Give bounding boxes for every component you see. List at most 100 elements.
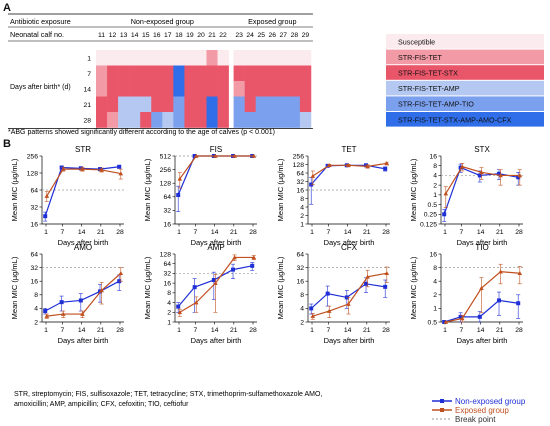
calf-number: 26 bbox=[268, 32, 276, 39]
bottom-legend: Non-exposed group Exposed group Break po… bbox=[432, 397, 526, 424]
data-point bbox=[443, 319, 449, 324]
data-point bbox=[442, 212, 447, 217]
x-tick-label: 14 bbox=[211, 229, 219, 236]
y-tick-label: 16 bbox=[30, 279, 38, 286]
x-tick-label: 1 bbox=[177, 229, 181, 236]
data-point bbox=[251, 255, 257, 260]
heatmap-cell bbox=[184, 50, 196, 66]
data-point bbox=[192, 154, 197, 158]
heatmap-legend-band bbox=[394, 96, 544, 111]
y-tick-label: 512 bbox=[160, 153, 172, 160]
y-tick-label: 16 bbox=[30, 221, 38, 228]
chart-title: AMO bbox=[74, 243, 92, 252]
panel-b-label: B bbox=[3, 138, 11, 150]
y-tick-label: 1 bbox=[300, 221, 304, 228]
y-tick-label: 16 bbox=[163, 280, 171, 287]
calf-number: 29 bbox=[302, 32, 310, 39]
data-point bbox=[118, 270, 124, 276]
heatmap-cell bbox=[151, 112, 163, 128]
y-tick-label: 32 bbox=[163, 271, 171, 278]
data-point bbox=[211, 278, 216, 283]
calf-number: 17 bbox=[164, 32, 172, 39]
heatmap-cell bbox=[266, 81, 279, 97]
series-line bbox=[46, 168, 121, 197]
data-point bbox=[459, 316, 465, 321]
y-tick-label: 128 bbox=[27, 170, 39, 177]
data-point bbox=[213, 153, 218, 158]
y-tick-label: 8 bbox=[300, 292, 304, 299]
heatmap-cell bbox=[277, 81, 290, 97]
data-point bbox=[80, 166, 85, 171]
chart-tio: TIO 0.5 1 2 4 8 16 1 7 14 21 28 Days after birth Mean… bbox=[409, 243, 523, 345]
y-tick-label: 2 bbox=[167, 310, 171, 317]
x-tick-label: 7 bbox=[194, 229, 198, 236]
data-point bbox=[479, 170, 484, 175]
heatmap-cell bbox=[288, 50, 301, 66]
heatmap-cell bbox=[233, 50, 245, 66]
legend-exposed-marker bbox=[440, 408, 444, 412]
heatmap-cell bbox=[118, 112, 130, 128]
y-tick-label: 64 bbox=[296, 170, 304, 177]
legend-breakpoint-label: Break point bbox=[455, 415, 496, 424]
heatmap-cell bbox=[184, 65, 196, 82]
heatmap-cell bbox=[288, 81, 301, 97]
chart-str: STR 16 32 64 128 256 1 7 14 21 28 Days after birth M… bbox=[10, 145, 124, 247]
data-point bbox=[99, 288, 104, 293]
data-point bbox=[364, 281, 369, 286]
x-tick-label: 21 bbox=[230, 229, 238, 236]
heatmap-legend-label: STR-FIS-TET bbox=[398, 53, 443, 62]
heatmap-cell bbox=[244, 81, 256, 97]
x-tick-label: 7 bbox=[327, 229, 331, 236]
y-axis-label: Mean MIC (µg/mL) bbox=[10, 158, 19, 221]
heatmap-legend-label: STR-FIS-TET-AMP-TIO bbox=[398, 100, 474, 109]
group-label: Non-exposed group bbox=[131, 17, 194, 26]
y-tick-label: 1 bbox=[433, 306, 437, 313]
heatmap-cell bbox=[151, 96, 163, 113]
y-tick-label: 128 bbox=[160, 251, 172, 258]
y-axis-label: Mean MIC (µg/mL) bbox=[409, 158, 418, 221]
x-axis-label: Days after birth bbox=[191, 238, 242, 247]
heatmap-cell bbox=[277, 112, 290, 128]
x-tick-label: 14 bbox=[477, 327, 485, 334]
heatmap-cell bbox=[118, 50, 130, 66]
x-tick-label: 21 bbox=[363, 229, 371, 236]
series-line bbox=[179, 155, 254, 180]
x-tick-label: 1 bbox=[443, 327, 447, 334]
heatmap-cell bbox=[288, 96, 301, 113]
heatmap-cell bbox=[162, 50, 174, 66]
chart-amo: AMO 2 4 8 16 32 64 1 7 14 21 28 Days after birth Mean… bbox=[10, 243, 124, 345]
data-point bbox=[365, 164, 370, 169]
x-tick-label: 7 bbox=[61, 327, 65, 334]
calf-number: 12 bbox=[109, 32, 117, 39]
y-tick-label: 0.25 bbox=[424, 212, 437, 219]
heatmap-cell bbox=[107, 50, 119, 66]
x-tick-label: 7 bbox=[194, 327, 198, 334]
y-tick-label: 16 bbox=[429, 153, 437, 160]
x-tick-label: 28 bbox=[116, 229, 124, 236]
y-tick-label: 64 bbox=[296, 251, 304, 258]
y-tick-label: 8 bbox=[433, 265, 437, 272]
data-point bbox=[60, 311, 66, 316]
calf-number: 19 bbox=[186, 32, 194, 39]
heatmap-cell bbox=[140, 50, 152, 66]
x-tick-label: 14 bbox=[78, 327, 86, 334]
data-point bbox=[517, 173, 523, 178]
chart-amp: AMP 1 2 4 8 16 32 64 128 1 7 14 21 28 Days after birth… bbox=[143, 243, 257, 345]
calf-number: 24 bbox=[246, 32, 254, 39]
heatmap-cell bbox=[266, 112, 279, 128]
y-tick-label: 64 bbox=[163, 261, 171, 268]
y-tick-label: 16 bbox=[296, 279, 304, 286]
heatmap-cell bbox=[217, 50, 229, 66]
heatmap-cell bbox=[96, 81, 108, 97]
day-label: 21 bbox=[83, 102, 91, 109]
y-tick-label: 0.5 bbox=[428, 319, 438, 326]
calf-number: 22 bbox=[219, 32, 227, 39]
x-tick-label: 1 bbox=[44, 229, 48, 236]
heatmap-cell bbox=[162, 112, 174, 128]
series-line bbox=[310, 164, 386, 185]
heatmap-cell bbox=[96, 50, 108, 66]
x-tick-label: 21 bbox=[97, 229, 105, 236]
y-tick-label: 4 bbox=[433, 173, 437, 180]
heatmap-cell bbox=[173, 96, 185, 113]
